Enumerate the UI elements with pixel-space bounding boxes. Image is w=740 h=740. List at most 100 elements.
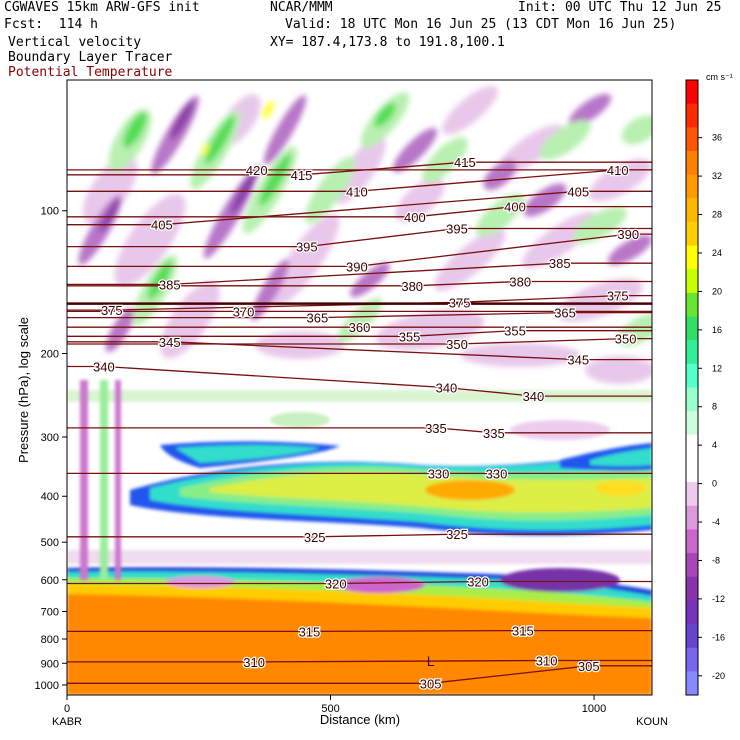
theta-label: 305 bbox=[578, 659, 600, 674]
colorbar-segment bbox=[686, 482, 698, 507]
low-marker: L bbox=[427, 653, 435, 669]
theta-label: 405 bbox=[151, 218, 173, 233]
theta-label: 385 bbox=[159, 277, 181, 292]
header-init-time: Init: 00 UTC Thu 12 Jun 25 bbox=[518, 0, 722, 15]
theta-label: 330 bbox=[486, 466, 508, 481]
theta-label: 310 bbox=[243, 655, 265, 670]
colorbar-segment bbox=[686, 458, 698, 483]
y-tick-label: 600 bbox=[41, 575, 59, 587]
colorbar-segment bbox=[686, 529, 698, 554]
colorbar-segment bbox=[686, 600, 698, 625]
colorbar-tick-label: 36 bbox=[712, 133, 722, 143]
y-tick-label: 400 bbox=[41, 491, 59, 503]
lower-troposphere-layer bbox=[67, 550, 652, 695]
colorbar-tick-label: 8 bbox=[712, 402, 717, 412]
theta-label: 345 bbox=[567, 353, 589, 368]
colorbar-segment bbox=[686, 150, 698, 176]
colorbar-segment bbox=[686, 269, 698, 294]
theta-line-325 bbox=[67, 533, 652, 538]
colorbar-segment bbox=[686, 411, 698, 436]
theta-label: 395 bbox=[446, 221, 468, 236]
theta-label: 390 bbox=[617, 227, 639, 242]
colorbar-segment bbox=[686, 434, 698, 459]
y-tick-label: 300 bbox=[41, 432, 59, 444]
theta-label: 375 bbox=[449, 295, 471, 310]
theta-label: 375 bbox=[607, 289, 629, 304]
shaded-field bbox=[67, 80, 652, 695]
colorbar-tick-label: 16 bbox=[712, 325, 722, 335]
colorbar-tick-label: 12 bbox=[712, 363, 722, 373]
theta-label: 350 bbox=[446, 337, 468, 352]
colorbar-segment bbox=[686, 624, 698, 649]
theta-line-320 bbox=[67, 580, 652, 585]
theta-label: 405 bbox=[567, 184, 589, 199]
colorbar-segment bbox=[686, 316, 698, 341]
theta-line-345 bbox=[67, 341, 652, 361]
theta-label: 325 bbox=[446, 527, 468, 542]
theta-label: 330 bbox=[428, 466, 450, 481]
y-tick-label: 900 bbox=[41, 658, 59, 670]
colorbar-tick-label: -20 bbox=[712, 671, 725, 681]
theta-label: 365 bbox=[554, 306, 576, 321]
theta-label: 380 bbox=[509, 275, 531, 290]
theta-label: 320 bbox=[467, 574, 489, 589]
theta-line-335 bbox=[67, 427, 652, 434]
theta-label: 390 bbox=[346, 259, 368, 274]
theta-line-380 bbox=[67, 280, 652, 287]
theta-label: 340 bbox=[523, 389, 545, 404]
theta-label: 325 bbox=[304, 530, 326, 545]
x-tick-label: 500 bbox=[321, 703, 339, 715]
y-tick-label: 700 bbox=[41, 606, 59, 618]
field-name-vertical-velocity: Vertical velocity bbox=[8, 35, 142, 50]
theta-label: 415 bbox=[454, 155, 476, 170]
theta-line-365 bbox=[67, 311, 652, 319]
theta-line-315 bbox=[67, 629, 652, 633]
theta-label: 395 bbox=[296, 240, 318, 255]
y-axis: 100 200 300 400 500 600 700 800 900 1000 bbox=[35, 206, 67, 692]
header-xy-range: XY= 187.4,173.8 to 191.8,100.1 bbox=[270, 35, 505, 50]
theta-label: 415 bbox=[291, 168, 313, 183]
theta-label: 340 bbox=[93, 359, 115, 374]
colorbar-segment bbox=[686, 245, 698, 270]
colorbar-tick-label: 20 bbox=[712, 286, 722, 296]
header-valid-time: Valid: 18 UTC Mon 16 Jun 25 (13 CDT Mon … bbox=[285, 17, 677, 32]
colorbar-tick-label: -4 bbox=[712, 517, 720, 527]
theta-label: 355 bbox=[504, 324, 526, 339]
y-tick-label: 100 bbox=[41, 206, 59, 218]
colorbar-tick-label: 0 bbox=[712, 479, 717, 489]
colorbar-tick-label: 4 bbox=[712, 440, 717, 450]
theta-label: 350 bbox=[615, 332, 637, 347]
colorbar-segment bbox=[686, 671, 698, 696]
colorbar-segment bbox=[686, 363, 698, 388]
theta-label: 335 bbox=[483, 426, 505, 441]
theta-line-385 bbox=[67, 262, 652, 286]
colorbar-segment bbox=[686, 103, 698, 128]
theta-label: 420 bbox=[246, 163, 268, 178]
y-tick-label: 500 bbox=[41, 537, 59, 549]
theta-label: 380 bbox=[401, 279, 423, 294]
theta-contours bbox=[67, 161, 652, 684]
x-tick-label: 1000 bbox=[582, 703, 606, 715]
colorbar-units: cm s⁻¹ bbox=[706, 72, 733, 82]
theta-label: 335 bbox=[425, 421, 447, 436]
theta-label: 360 bbox=[349, 320, 371, 335]
colorbar-tick-label: -8 bbox=[712, 555, 720, 565]
theta-line-395 bbox=[67, 227, 652, 248]
colorbar-tick-label: -16 bbox=[712, 632, 725, 642]
theta-line-400 bbox=[67, 205, 652, 218]
colorbar-segment bbox=[686, 80, 698, 105]
theta-line-375 bbox=[67, 294, 652, 311]
colorbar: 36 32 28 24 20 16 12 8 4 0 -4 -8 -12 -16 -20 bbox=[685, 79, 725, 696]
theta-label: 345 bbox=[159, 335, 181, 350]
theta-label: 400 bbox=[404, 210, 426, 225]
theta-label: 410 bbox=[346, 184, 368, 199]
colorbar-segment bbox=[686, 505, 698, 530]
header-title: CGWAVES 15km ARW-GFS init bbox=[4, 0, 200, 15]
colorbar-segment bbox=[686, 221, 698, 247]
colorbar-segment bbox=[686, 340, 698, 365]
theta-label: 385 bbox=[549, 256, 571, 271]
theta-line-390 bbox=[67, 233, 652, 268]
header-org: NCAR/MMM bbox=[270, 0, 333, 15]
theta-label: 315 bbox=[299, 624, 321, 639]
